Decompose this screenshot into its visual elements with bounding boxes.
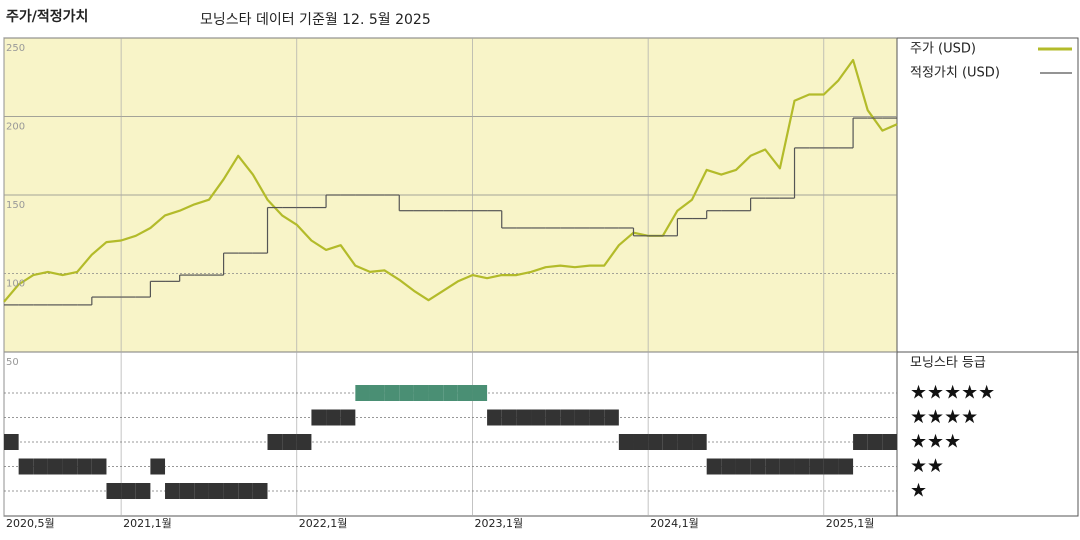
- rating-label: ★★★★★: [910, 382, 995, 404]
- rating-bar: [311, 409, 327, 426]
- rating-bar: [413, 385, 429, 401]
- rating-bar: [179, 483, 195, 499]
- rating-bar: [545, 409, 561, 426]
- rating-bar: [750, 458, 766, 475]
- x-tick-label: 2025,1월: [826, 517, 875, 530]
- rating-bar: [223, 483, 239, 499]
- rating-bar: [33, 458, 48, 475]
- rating-label: ★★★★: [910, 406, 978, 428]
- y-tick-label: 150: [6, 200, 25, 211]
- rating-bar: [340, 409, 356, 426]
- rating-bar: [384, 385, 400, 401]
- rating-bar: [4, 434, 19, 450]
- rating-bar: [487, 409, 502, 426]
- y-tick-label: 50: [6, 357, 19, 368]
- rating-bar: [165, 483, 180, 499]
- rating-label: ★★★: [910, 431, 961, 453]
- rating-bar: [560, 409, 575, 426]
- x-tick-label: 2021,1월: [123, 517, 172, 530]
- rating-bar: [501, 409, 517, 426]
- rating-bar: [296, 434, 312, 450]
- rating-bar: [135, 483, 151, 499]
- y-tick-label: 200: [6, 122, 25, 133]
- rating-background: [4, 352, 897, 516]
- y-tick-label: 250: [6, 43, 25, 54]
- chart-title: 주가/적정가치: [6, 8, 88, 25]
- rating-bar: [648, 434, 663, 450]
- rating-bar: [457, 385, 473, 401]
- x-tick-label: 2023,1월: [474, 517, 523, 530]
- rating-bar: [194, 483, 209, 499]
- rating-bar: [150, 458, 166, 475]
- rating-bar: [823, 458, 839, 475]
- rating-bar: [867, 434, 883, 450]
- rating-bar: [735, 458, 751, 475]
- rating-bar: [369, 385, 385, 401]
- rating-bar: [838, 458, 854, 475]
- rating-bar: [208, 483, 224, 499]
- rating-bar: [633, 434, 649, 450]
- rating-bar: [472, 385, 488, 401]
- rating-bar: [531, 409, 546, 426]
- rating-bar: [706, 458, 722, 475]
- rating-title: 모닝스타 등급: [910, 356, 986, 371]
- rating-bar: [47, 458, 63, 475]
- x-tick-label: 2022,1월: [299, 517, 348, 530]
- rating-bar: [121, 483, 136, 499]
- rating-bar: [106, 483, 122, 499]
- legend-label: 주가 (USD): [910, 42, 976, 57]
- rating-label: ★: [910, 480, 927, 502]
- rating-bar: [399, 385, 414, 401]
- rating-bar: [809, 458, 824, 475]
- legend-label: 적정가치 (USD): [910, 66, 1000, 81]
- chart-subtitle: 모닝스타 데이터 기준월 12. 5월 2025: [200, 12, 431, 28]
- x-tick-label: 2020,5월: [6, 517, 55, 530]
- rating-bar: [326, 409, 341, 426]
- rating-bar: [355, 385, 370, 401]
- y-tick-label: 100: [6, 279, 25, 290]
- price-line: [3, 58, 898, 303]
- rating-bar: [91, 458, 107, 475]
- rating-bar: [252, 483, 268, 499]
- rating-bar: [428, 385, 444, 401]
- rating-bar: [516, 409, 532, 426]
- rating-bar: [692, 434, 707, 450]
- rating-bar: [443, 385, 458, 401]
- rating-bar: [77, 458, 92, 475]
- rating-bar: [267, 434, 283, 450]
- rating-bar: [574, 409, 590, 426]
- rating-bar: [779, 458, 795, 475]
- rating-bar: [765, 458, 780, 475]
- rating-bar: [662, 434, 678, 450]
- rating-bar: [238, 483, 253, 499]
- rating-bar: [282, 434, 297, 450]
- rating-bar: [882, 434, 897, 450]
- rating-bar: [677, 434, 693, 450]
- rating-bar: [721, 458, 736, 475]
- rating-bar: [618, 434, 634, 450]
- rating-bar: [589, 409, 605, 426]
- rating-bar: [62, 458, 78, 475]
- rating-bar: [853, 434, 868, 450]
- rating-bar: [604, 409, 619, 426]
- rating-bar: [794, 458, 810, 475]
- rating-bar: [18, 458, 34, 475]
- x-tick-label: 2024,1월: [650, 517, 699, 530]
- rating-label: ★★: [910, 455, 944, 477]
